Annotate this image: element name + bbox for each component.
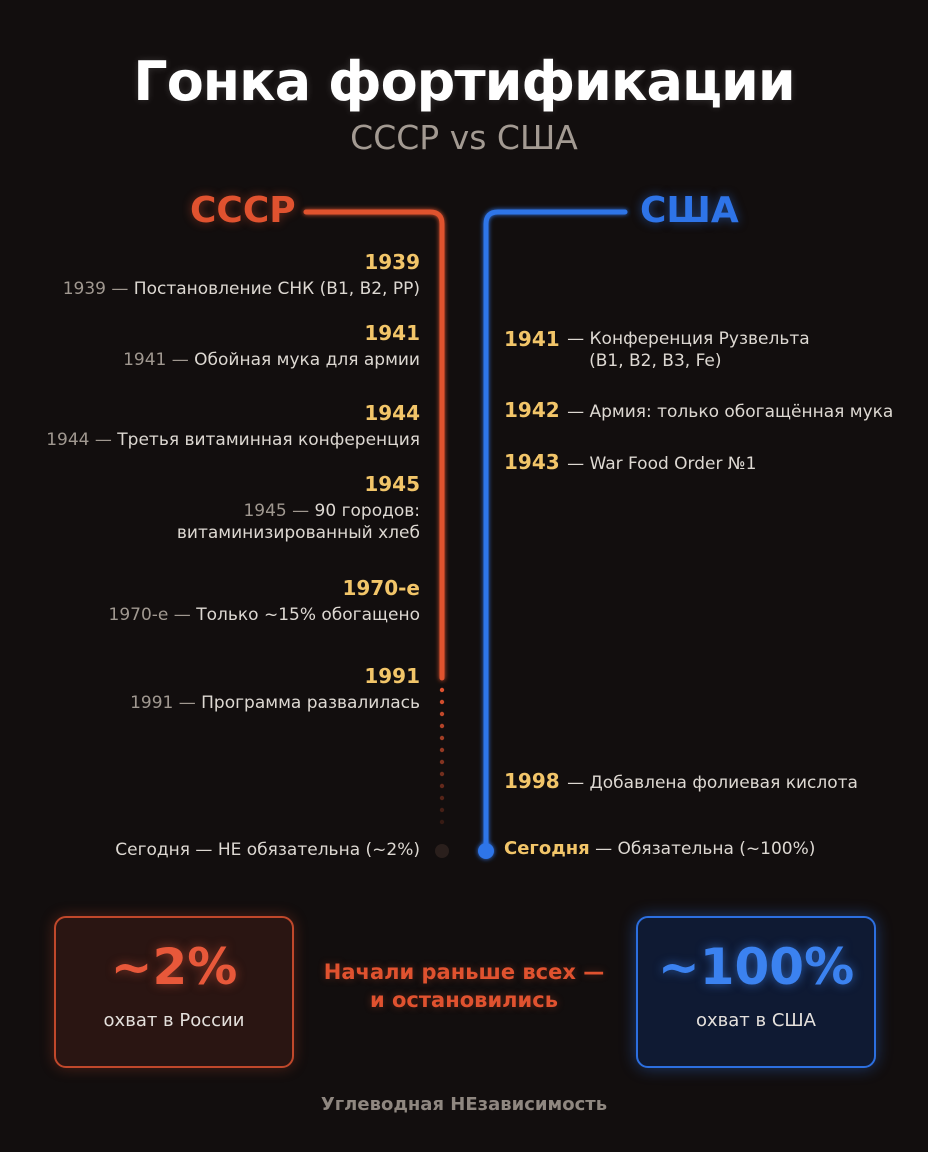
event-description: — Конференция Рузвельта: [567, 329, 810, 349]
event-year: 1970-е: [342, 576, 420, 600]
event-description: Только ~15% обогащено: [190, 605, 420, 625]
event-year: 1941: [504, 327, 560, 351]
ussr-today-dot: [435, 844, 449, 858]
fading-dot: [439, 735, 445, 741]
fading-dot: [439, 783, 445, 789]
event-text: 1944 — Третья витаминная конференция: [46, 429, 420, 451]
ussr-event-1945: 1945 1945 — 90 городов: витаминизированн…: [177, 472, 420, 544]
usa-today-label: Сегодня: [504, 838, 590, 859]
event-year: 1941: [364, 321, 420, 345]
event-text: 1939 — Постановление СНК (B1, B2, PP): [63, 278, 420, 300]
event-description: Программа развалилась: [195, 693, 420, 713]
usa-label: США: [640, 190, 739, 231]
usa-today-dot: [478, 843, 494, 859]
fading-dot: [439, 807, 445, 813]
fading-dot: [439, 699, 445, 705]
usa-event-1942: 1942 — Армия: только обогащённая мука: [504, 399, 893, 423]
ussr-timeline-dots: [439, 687, 445, 825]
event-year: 1939: [364, 250, 420, 274]
usa-event-1943: 1943 — War Food Order №1: [504, 451, 756, 475]
event-text: 1970-е — Только ~15% обогащено: [109, 604, 420, 626]
fading-dot: [439, 759, 445, 765]
event-description: 90 городов:: [309, 501, 420, 521]
event-description: Третья витаминная конференция: [111, 430, 420, 450]
ussr-today: Сегодня — НЕ обязательна (~2%): [115, 840, 420, 860]
message-line-2: и остановились: [369, 988, 558, 1012]
event-year: 1943: [504, 450, 560, 474]
event-prefix: 1941 —: [123, 350, 189, 370]
ussr-event-1941: 1941 1941 — Обойная мука для армии: [123, 321, 420, 371]
usa-coverage-caption: охват в США: [696, 1010, 816, 1031]
event-year: 1998: [504, 769, 560, 793]
comparison-message: Начали раньше всех — и остановились: [300, 958, 628, 1014]
event-prefix: 1944 —: [46, 430, 112, 450]
ussr-label: СССР: [190, 190, 296, 231]
page-title: Гонка фортификации: [133, 50, 795, 113]
event-prefix: 1970-е —: [108, 605, 191, 625]
event-prefix: 1991 —: [130, 693, 196, 713]
ussr-event-1939: 1939 1939 — Постановление СНК (B1, B2, P…: [63, 250, 420, 300]
fading-dot: [439, 723, 445, 729]
event-description: — Добавлена фолиевая кислота: [561, 773, 858, 793]
event-year: 1991: [364, 664, 420, 688]
usa-event-1998: 1998 — Добавлена фолиевая кислота: [504, 770, 858, 794]
event-prefix: 1945 —: [243, 501, 310, 521]
event-prefix: 1939 —: [62, 279, 129, 299]
ussr-coverage-box: ~2% охват в России: [54, 916, 294, 1068]
event-year: 1942: [504, 398, 560, 422]
ussr-coverage-caption: охват в России: [103, 1010, 245, 1031]
ussr-coverage-value: ~2%: [110, 938, 238, 996]
ussr-event-1970s: 1970-е 1970-е — Только ~15% обогащено: [109, 576, 420, 626]
ussr-event-1991: 1991 1991 — Программа развалилась: [130, 664, 420, 714]
fading-dot: [439, 687, 445, 693]
fading-dot: [439, 819, 445, 825]
event-description: Обойная мука для армии: [188, 350, 420, 370]
page-subtitle: СССР vs США: [350, 118, 578, 157]
usa-timeline-line: [483, 209, 628, 854]
message-line-1: Начали раньше всех —: [323, 960, 605, 984]
fading-dot: [439, 711, 445, 717]
event-description: — Армия: только обогащённая мука: [561, 402, 894, 422]
event-year: 1944: [364, 401, 420, 425]
event-description: — War Food Order №1: [561, 454, 757, 474]
usa-today-text: — Обязательна (~100%): [589, 839, 816, 859]
event-year: 1945: [364, 472, 420, 496]
usa-today: Сегодня — Обязательна (~100%): [504, 838, 815, 859]
fading-dot: [439, 795, 445, 801]
event-text: 1991 — Программа развалилась: [130, 692, 420, 714]
event-description-line2: (B1, B2, B3, Fe): [589, 351, 722, 371]
fading-dot: [439, 747, 445, 753]
event-text: 1941 — Обойная мука для армии: [123, 349, 420, 371]
usa-event-1941: 1941 — Конференция Рузвельта (B1, B2, B3,…: [504, 328, 810, 372]
ussr-timeline-line: [303, 209, 445, 681]
event-text: 1945 — 90 городов:: [177, 500, 420, 522]
ussr-event-1944: 1944 1944 — Третья витаминная конференци…: [46, 401, 420, 451]
event-text-line2: витаминизированный хлеб: [176, 523, 420, 543]
usa-coverage-box: ~100% охват в США: [636, 916, 876, 1068]
event-description: Постановление СНК (B1, B2, PP): [128, 279, 420, 299]
fading-dot: [439, 771, 445, 777]
event-text: — Конференция Рузвельта (B1, B2, B3, Fe): [567, 328, 810, 372]
footer-brand: Углеводная НЕзависимость: [320, 1094, 608, 1115]
usa-coverage-value: ~100%: [657, 938, 855, 996]
